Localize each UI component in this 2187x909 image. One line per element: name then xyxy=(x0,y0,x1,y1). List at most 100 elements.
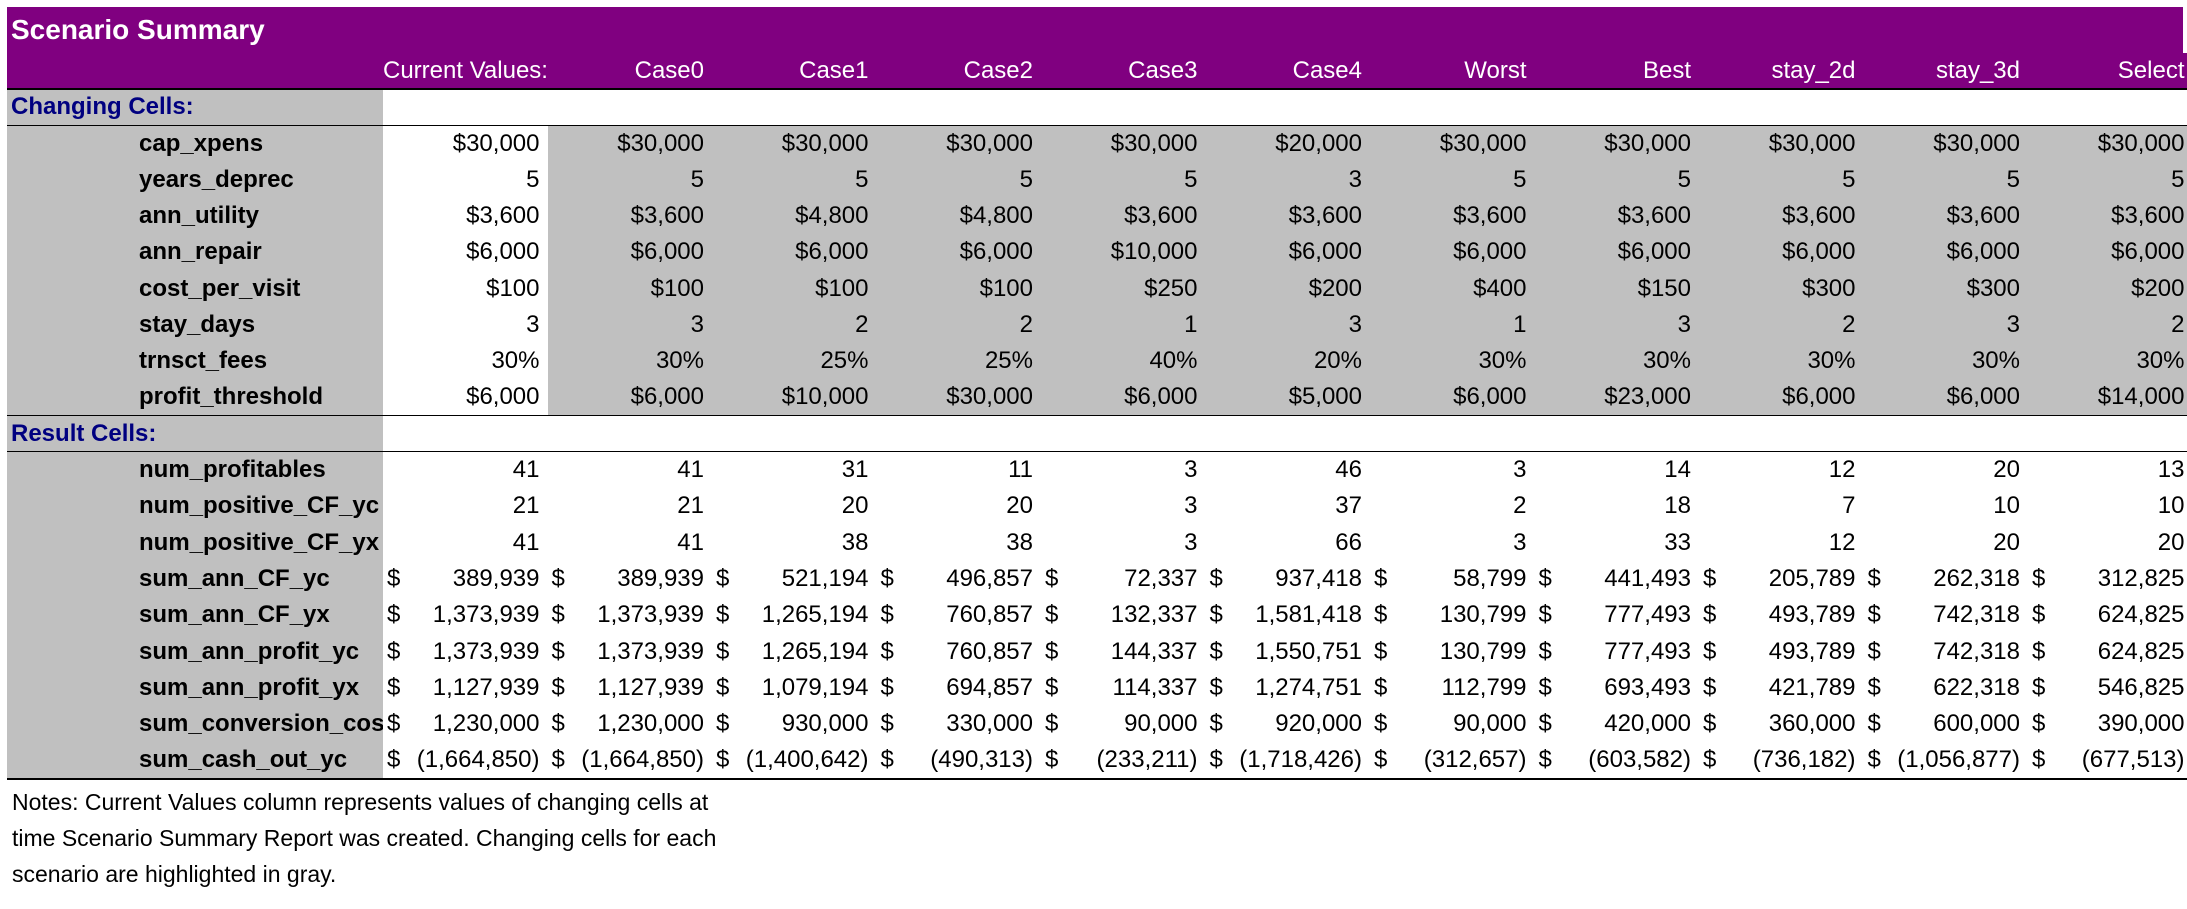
value-cell[interactable]: $1,373,939 xyxy=(383,597,548,634)
value-cell[interactable]: $200 xyxy=(1205,270,1370,307)
value-cell[interactable]: 5 xyxy=(1370,161,1535,198)
value-cell[interactable]: $200 xyxy=(2028,270,2187,307)
value-cell[interactable]: 3 xyxy=(547,306,712,344)
value-cell[interactable]: $100 xyxy=(383,270,548,307)
value-cell[interactable]: 3 xyxy=(1041,451,1206,489)
value-cell[interactable]: $30,000 xyxy=(1370,125,1535,162)
value-cell[interactable]: $6,000 xyxy=(547,234,712,271)
value-cell[interactable]: 5 xyxy=(1699,161,1864,198)
value-cell[interactable]: $ (312,657) xyxy=(1370,742,1535,780)
value-cell[interactable]: 30% xyxy=(1370,343,1535,380)
value-cell[interactable]: 41 xyxy=(383,451,548,489)
value-cell[interactable]: $1,373,939 xyxy=(547,633,712,670)
column-header[interactable]: Case3 xyxy=(1041,53,1206,90)
value-cell[interactable]: 25% xyxy=(712,343,877,380)
column-header[interactable]: Case0 xyxy=(547,53,712,90)
value-cell[interactable]: $144,337 xyxy=(1041,633,1206,670)
value-cell[interactable]: $496,857 xyxy=(876,560,1041,598)
value-cell[interactable]: $6,000 xyxy=(547,379,712,416)
value-cell[interactable]: $742,318 xyxy=(1863,633,2028,670)
value-cell[interactable]: 3 xyxy=(1863,306,2028,344)
value-cell[interactable]: $30,000 xyxy=(876,125,1041,162)
value-cell[interactable]: 20 xyxy=(1863,524,2028,561)
value-cell[interactable]: 40% xyxy=(1041,343,1206,380)
value-cell[interactable]: $ (233,211) xyxy=(1041,742,1206,780)
value-cell[interactable]: $ (490,313) xyxy=(876,742,1041,780)
value-cell[interactable]: 25% xyxy=(876,343,1041,380)
value-cell[interactable]: $ (1,664,850) xyxy=(547,742,712,780)
value-cell[interactable]: 5 xyxy=(383,161,548,198)
column-header[interactable]: stay_3d xyxy=(1863,53,2028,90)
value-cell[interactable]: $72,337 xyxy=(1041,560,1206,598)
value-cell[interactable]: $3,600 xyxy=(383,197,548,235)
value-cell[interactable]: $624,825 xyxy=(2028,633,2187,670)
value-cell[interactable]: $130,799 xyxy=(1370,633,1535,670)
value-cell[interactable]: $250 xyxy=(1041,270,1206,307)
value-cell[interactable]: 3 xyxy=(1534,306,1699,344)
value-cell[interactable]: $742,318 xyxy=(1863,597,2028,634)
value-cell[interactable]: $6,000 xyxy=(1041,379,1206,416)
value-cell[interactable]: 2 xyxy=(2028,306,2187,344)
value-cell[interactable]: $6,000 xyxy=(1699,379,1864,416)
value-cell[interactable]: $389,939 xyxy=(547,560,712,598)
value-cell[interactable]: 20 xyxy=(876,488,1041,525)
value-cell[interactable]: $100 xyxy=(547,270,712,307)
value-cell[interactable]: $3,600 xyxy=(1041,197,1206,235)
value-cell[interactable]: 18 xyxy=(1534,488,1699,525)
value-cell[interactable]: $300 xyxy=(1699,270,1864,307)
value-cell[interactable]: 3 xyxy=(1370,451,1535,489)
value-cell[interactable]: $493,789 xyxy=(1699,633,1864,670)
value-cell[interactable]: $546,825 xyxy=(2028,669,2187,707)
value-cell[interactable]: $ (677,513) xyxy=(2028,742,2187,780)
value-cell[interactable]: 5 xyxy=(1041,161,1206,198)
value-cell[interactable]: $777,493 xyxy=(1534,597,1699,634)
value-cell[interactable]: $90,000 xyxy=(1041,706,1206,743)
value-cell[interactable]: 3 xyxy=(1041,524,1206,561)
value-cell[interactable]: $624,825 xyxy=(2028,597,2187,634)
value-cell[interactable]: 7 xyxy=(1699,488,1864,525)
value-cell[interactable]: 2 xyxy=(712,306,877,344)
value-cell[interactable]: $330,000 xyxy=(876,706,1041,743)
value-cell[interactable]: $1,079,194 xyxy=(712,669,877,707)
value-cell[interactable]: $6,000 xyxy=(383,379,548,416)
value-cell[interactable]: $130,799 xyxy=(1370,597,1535,634)
value-cell[interactable]: 37 xyxy=(1205,488,1370,525)
value-cell[interactable]: $14,000 xyxy=(2028,379,2187,416)
value-cell[interactable]: $493,789 xyxy=(1699,597,1864,634)
value-cell[interactable]: $521,194 xyxy=(712,560,877,598)
value-cell[interactable]: $300 xyxy=(1863,270,2028,307)
value-cell[interactable]: 14 xyxy=(1534,451,1699,489)
value-cell[interactable]: $622,318 xyxy=(1863,669,2028,707)
value-cell[interactable]: 1 xyxy=(1041,306,1206,344)
value-cell[interactable]: $390,000 xyxy=(2028,706,2187,743)
value-cell[interactable]: 5 xyxy=(712,161,877,198)
column-header[interactable]: Best xyxy=(1534,53,1699,90)
value-cell[interactable]: 20 xyxy=(2028,524,2187,561)
value-cell[interactable]: $6,000 xyxy=(1863,379,2028,416)
value-cell[interactable]: 38 xyxy=(712,524,877,561)
value-cell[interactable]: $6,000 xyxy=(712,234,877,271)
value-cell[interactable]: 30% xyxy=(383,343,548,380)
value-cell[interactable]: 38 xyxy=(876,524,1041,561)
value-cell[interactable]: 12 xyxy=(1699,524,1864,561)
value-cell[interactable]: $930,000 xyxy=(712,706,877,743)
value-cell[interactable]: $5,000 xyxy=(1205,379,1370,416)
value-cell[interactable]: 41 xyxy=(547,451,712,489)
value-cell[interactable]: $30,000 xyxy=(1534,125,1699,162)
value-cell[interactable]: $6,000 xyxy=(1863,234,2028,271)
value-cell[interactable]: 10 xyxy=(1863,488,2028,525)
value-cell[interactable]: 5 xyxy=(1863,161,2028,198)
value-cell[interactable]: $30,000 xyxy=(1041,125,1206,162)
value-cell[interactable]: $3,600 xyxy=(1534,197,1699,235)
value-cell[interactable]: $3,600 xyxy=(1205,197,1370,235)
value-cell[interactable]: 5 xyxy=(547,161,712,198)
value-cell[interactable]: $3,600 xyxy=(1699,197,1864,235)
value-cell[interactable]: $1,127,939 xyxy=(547,669,712,707)
value-cell[interactable]: $30,000 xyxy=(1863,125,2028,162)
value-cell[interactable]: 30% xyxy=(1699,343,1864,380)
value-cell[interactable]: 20% xyxy=(1205,343,1370,380)
column-header[interactable]: Case1 xyxy=(712,53,877,90)
value-cell[interactable]: $937,418 xyxy=(1205,560,1370,598)
value-cell[interactable]: $6,000 xyxy=(1534,234,1699,271)
value-cell[interactable]: $90,000 xyxy=(1370,706,1535,743)
